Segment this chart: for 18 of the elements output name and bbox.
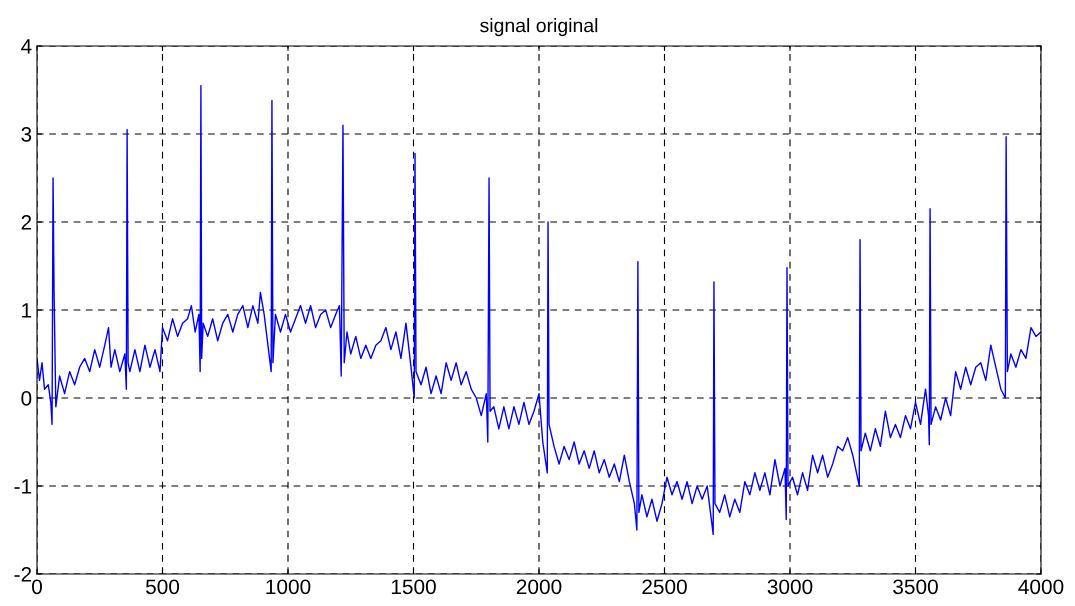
y-tick-label: 2 — [21, 215, 32, 230]
x-tick-label: 2500 — [642, 579, 687, 595]
x-tick-label: 1000 — [266, 579, 311, 595]
chart-title: signal original — [480, 18, 598, 37]
x-tick-label: 3000 — [767, 579, 813, 595]
y-tick-label: 4 — [21, 39, 32, 54]
line-series — [37, 84, 1041, 536]
x-tick-label: 0 — [32, 579, 42, 595]
x-tick-label: 2000 — [516, 579, 562, 595]
x-tick-label: 500 — [145, 579, 180, 595]
y-tick-label: 0 — [21, 391, 32, 406]
y-tick-label: 3 — [21, 127, 32, 142]
y-tick-label: -2 — [14, 567, 32, 582]
y-tick-label: -1 — [14, 479, 32, 494]
x-tick-label: 4000 — [1018, 579, 1064, 595]
x-tick-label: 3500 — [893, 579, 938, 595]
x-tick-label: 1500 — [391, 579, 436, 595]
y-tick-label: 1 — [22, 303, 32, 318]
